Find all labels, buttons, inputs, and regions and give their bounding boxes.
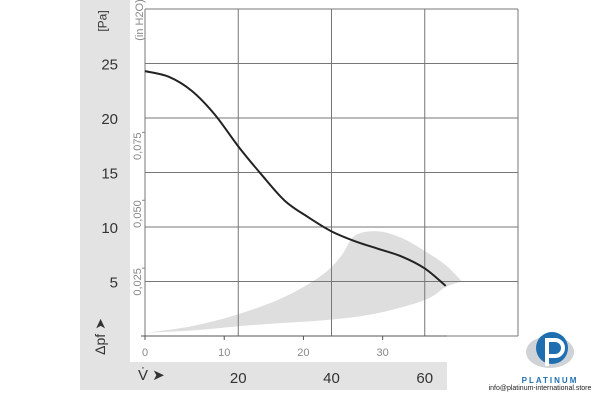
y-tick-label: 15	[101, 166, 118, 183]
y-tick-label: 25	[101, 57, 118, 74]
operating-region	[145, 231, 463, 333]
x-axis-symbol: V̇ ➤	[138, 367, 165, 384]
y2-tick-label: 0,075	[132, 132, 144, 160]
x2-tick-label: 20	[297, 347, 309, 359]
y-axis-unit-pa: [Pa]	[95, 10, 110, 32]
x-tick-label: 20	[230, 370, 247, 387]
x-tick-label: 60	[416, 370, 433, 387]
y-tick-label: 20	[101, 111, 118, 128]
x2-tick-label: 30	[377, 347, 389, 359]
x-axis-band	[80, 362, 447, 390]
logo-email: info@platinum-international.store	[488, 385, 592, 392]
y-axis-band	[80, 0, 130, 390]
y-tick-label: 10	[101, 220, 118, 237]
y2-tick-label: 0,050	[132, 200, 144, 228]
y-tick-label: 5	[110, 275, 118, 292]
platinum-logo: PLATINUM info@platinum-international.sto…	[489, 328, 595, 398]
y-axis-symbol: Δpf ➤	[91, 318, 108, 355]
logo-name: PLATINUM	[521, 376, 579, 385]
fan-curve-line	[144, 70, 447, 287]
y-axis-unit-inh2o: (in H2O)	[134, 0, 146, 41]
y2-tick-label: 0,025	[132, 268, 144, 296]
x2-tick-label: 0	[142, 347, 148, 359]
logo-mark-icon	[526, 332, 574, 368]
x2-tick-label: 10	[218, 347, 230, 359]
x-tick-label: 40	[323, 370, 340, 387]
